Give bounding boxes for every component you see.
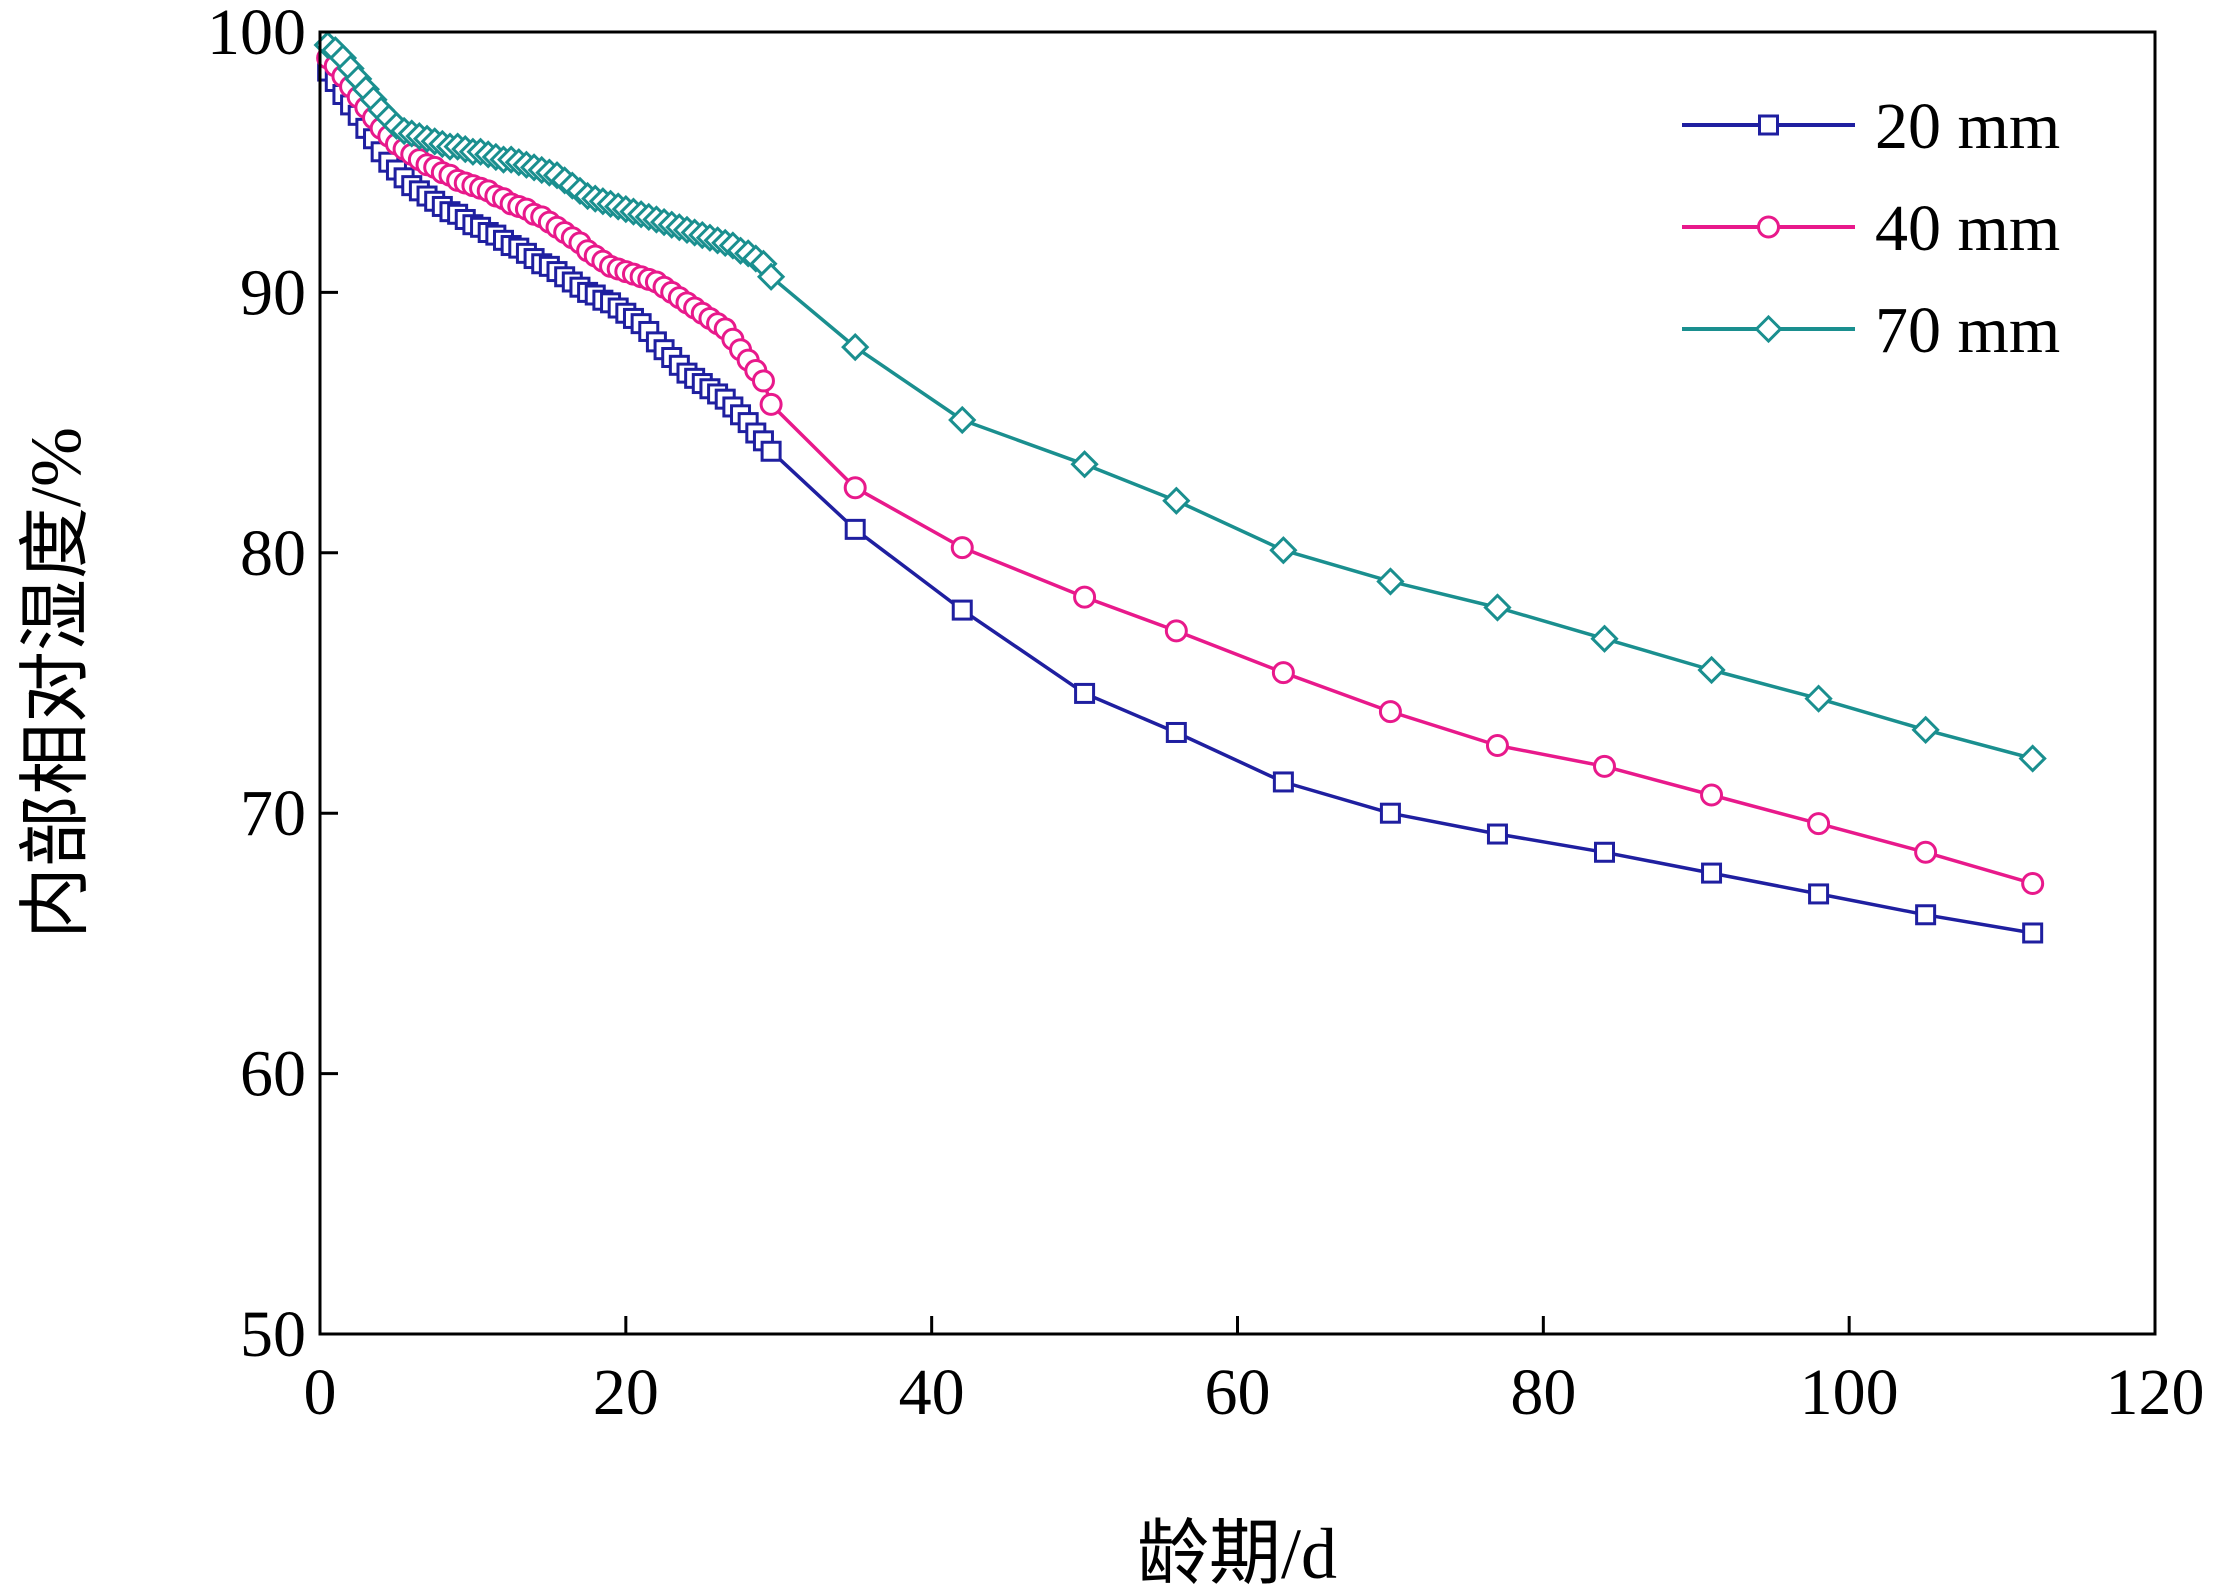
y-axis-title: 内部相对湿度/% (16, 427, 96, 939)
data-point (948, 405, 977, 435)
series-layer (313, 30, 2047, 944)
data-point (1378, 700, 1402, 724)
data-point (1271, 661, 1295, 685)
data-point (1700, 783, 1724, 807)
data-point (1269, 536, 1298, 565)
legend-entry: 70 mm (1682, 294, 2060, 367)
data-point (751, 369, 775, 393)
data-point (1914, 840, 1938, 864)
data-point (1804, 684, 1833, 713)
x-tick-label: 120 (2106, 1356, 2205, 1429)
data-point (1593, 754, 1616, 778)
legend-marker (1757, 215, 1780, 239)
data-point (1594, 841, 1615, 863)
data-point (1376, 567, 1405, 596)
data-point (759, 392, 783, 416)
data-point (1164, 619, 1188, 643)
data-point (1074, 682, 1096, 704)
data-point (1485, 733, 1509, 757)
data-point (1165, 721, 1187, 743)
y-axis-ticks: 50 60 70 80 90 100 (207, 0, 338, 1371)
legend-entry: 40 mm (1682, 192, 2060, 265)
legend: 20 mm 40 mm 70 mm (1682, 90, 2060, 367)
x-axis-title: 龄期/d (1137, 1514, 1337, 1594)
legend-marker (1758, 114, 1779, 136)
data-point (1701, 862, 1723, 884)
data-point (756, 262, 786, 291)
data-point (843, 476, 867, 500)
data-point (1070, 450, 1099, 479)
data-point (1911, 715, 1940, 744)
series-70-mm (313, 30, 2047, 773)
y-tick-label: 70 (240, 777, 306, 850)
data-point (841, 332, 870, 362)
x-tick-label: 20 (593, 1356, 659, 1429)
y-tick-label: 60 (240, 1038, 306, 1111)
x-tick-label: 80 (1510, 1356, 1576, 1429)
legend-label: 40 mm (1875, 192, 2060, 265)
data-point (951, 599, 973, 621)
legend-label: 20 mm (1875, 90, 2060, 163)
x-tick-label: 0 (304, 1356, 337, 1429)
data-point (1379, 802, 1401, 824)
data-point (1483, 593, 1512, 622)
data-point (760, 440, 782, 462)
y-tick-label: 50 (240, 1298, 306, 1371)
data-point (1807, 812, 1831, 836)
data-point (1486, 823, 1508, 845)
data-point (2021, 872, 2045, 896)
y-tick-label: 100 (207, 0, 306, 69)
x-tick-label: 60 (1205, 1356, 1271, 1429)
data-point (1915, 904, 1937, 926)
data-point (2022, 922, 2044, 944)
legend-label: 70 mm (1875, 294, 2060, 367)
data-point (1697, 655, 1726, 685)
data-point (2018, 744, 2047, 773)
data-point (1808, 883, 1830, 905)
x-axis-ticks: 0 20 40 60 80 100 120 (304, 1316, 2205, 1429)
data-point (1272, 771, 1294, 793)
x-tick-label: 40 (899, 1356, 965, 1429)
data-point (1073, 585, 1097, 609)
data-point (844, 518, 866, 540)
legend-marker (1754, 314, 1783, 344)
x-tick-label: 100 (1800, 1356, 1899, 1429)
y-tick-label: 90 (240, 256, 306, 329)
legend-entry: 20 mm (1682, 90, 2060, 163)
y-tick-label: 80 (240, 517, 306, 590)
data-point (1162, 486, 1191, 515)
data-point (1590, 624, 1619, 653)
data-point (950, 536, 974, 560)
